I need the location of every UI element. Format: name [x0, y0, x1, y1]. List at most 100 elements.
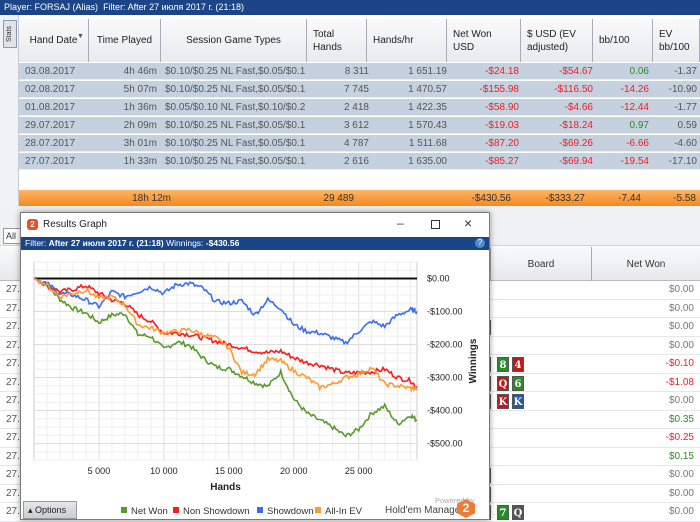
board-card: Q: [497, 375, 509, 391]
minimize-icon[interactable]: –: [397, 216, 404, 230]
legend-swatch: [121, 507, 127, 513]
table-cell: -$155.98: [479, 84, 519, 95]
table-cell: 2h 09m: [123, 120, 157, 131]
table-cell: 1h 36m: [123, 102, 157, 113]
table-row[interactable]: 27.07.2017 1h 33m $0.10/$0.25 NL Fast,$0.0…: [19, 153, 700, 170]
hand-date: 27.: [6, 376, 20, 388]
table-cell: -10.90: [668, 84, 697, 95]
filter-label: Filter:: [103, 2, 126, 12]
hand-date: 27.: [6, 413, 20, 425]
hand-date: 27.: [6, 284, 20, 295]
board-column-header[interactable]: Board: [490, 247, 592, 281]
table-row[interactable]: 28.07.2017 3h 01m $0.10/$0.25 NL Fast,$0.0…: [19, 135, 700, 152]
table-cell: 28.07.2017: [25, 138, 76, 149]
x-tick-label: 25 000: [345, 466, 373, 476]
total-time: 18h 12m: [132, 193, 171, 204]
winnings-label: Winnings:: [166, 238, 204, 248]
sessions-table: Hand Date Time Played Session Game Types To…: [19, 19, 700, 209]
table-cell: 02.08.2017: [25, 84, 76, 95]
table-cell: 8 311: [344, 66, 369, 77]
sort-desc-icon: ▼: [77, 33, 84, 40]
left-strip: [0, 15, 19, 230]
table-row[interactable]: 01.08.2017 1h 36m $0.05/$0.10 NL Fast,$0.1…: [19, 99, 700, 116]
column-header[interactable]: Net Won USD: [447, 19, 521, 62]
graph-filter-bar: Filter: After 27 июля 2017 г. (21:18) Wi…: [21, 237, 489, 250]
table-cell: 03.08.2017: [25, 66, 76, 77]
table-cell: 1 470.57: [408, 84, 447, 95]
player-label: Player:: [4, 2, 33, 12]
maximize-icon[interactable]: [431, 220, 440, 229]
table-cell: -$4.66: [564, 102, 593, 113]
board-card: K: [512, 394, 524, 409]
table-cell: 3h 01m: [123, 138, 157, 149]
table-cell: 27.07.2017: [25, 156, 76, 167]
hand-net-won: $0.00: [668, 302, 694, 314]
options-button[interactable]: ▴ Options: [23, 501, 77, 519]
table-cell: -14.26: [620, 84, 649, 95]
hand-net-won: $0.00: [668, 339, 694, 351]
table-row[interactable]: 03.08.2017 4h 46m $0.10/$0.25 NL Fast,$0.0…: [19, 63, 700, 80]
series-line-showdown: [33, 277, 418, 346]
legend-swatch: [315, 507, 321, 513]
table-cell: 1 511.68: [408, 138, 447, 149]
total-ev: -$333.27: [545, 193, 585, 204]
column-header[interactable]: Hand Date: [19, 19, 89, 62]
table-cell: 4h 46m: [123, 66, 157, 77]
all-filter-button[interactable]: All: [3, 228, 21, 244]
table-cell: 1 422.35: [408, 102, 447, 113]
table-cell: -1.37: [674, 66, 697, 77]
hand-date: 27.: [6, 450, 20, 462]
hand-date: 27.: [6, 321, 20, 332]
hand-date: 27.: [6, 506, 20, 517]
hand-date: 27.: [6, 432, 20, 443]
table-cell: 2 616: [343, 156, 369, 167]
table-cell: -$85.27: [485, 156, 519, 167]
y-axis-label: Winnings: [468, 338, 479, 383]
results-graph-window: 2 Results Graph – × Filter: After 27 июл…: [20, 212, 490, 520]
board-card: K: [497, 394, 509, 409]
hand-net-won: -$0.10: [665, 358, 694, 369]
table-row[interactable]: 02.08.2017 5h 07m $0.10/$0.25 NL Fast,$0.0…: [19, 81, 700, 98]
table-cell: -$87.20: [485, 138, 519, 149]
column-header[interactable]: Total Hands: [307, 19, 367, 62]
hand-net-won: $0.00: [668, 284, 694, 295]
column-header[interactable]: Time Played: [89, 19, 161, 62]
table-row[interactable]: 29.07.2017 2h 09m $0.10/$0.25 NL Fast,$0.0…: [19, 117, 700, 134]
net-won-column-header[interactable]: Net Won: [626, 259, 666, 270]
table-cell: -$54.67: [559, 66, 593, 77]
hand-net-won: $0.00: [668, 469, 694, 480]
y-tick-label: -$100.00: [427, 307, 463, 317]
hand-net-won: $0.00: [668, 506, 694, 517]
close-icon[interactable]: ×: [464, 215, 473, 231]
legend-label: All-In EV: [325, 506, 362, 517]
column-header[interactable]: EV bb/100: [653, 19, 700, 62]
player-name: FORSAJ (Alias): [34, 2, 99, 12]
column-header[interactable]: Hands/hr: [367, 19, 447, 62]
brand-name: Hold'em Manager: [385, 505, 464, 516]
column-header[interactable]: $ USD (EV adjusted): [521, 19, 593, 62]
legend-item[interactable]: Net Won: [121, 506, 168, 517]
legend-label: Net Won: [131, 506, 168, 517]
hand-date: 27.: [6, 339, 20, 351]
totals-row: 18h 12m 29 489 -$430.56 -$333.27 -7.44 -…: [19, 190, 700, 206]
x-tick-label: 20 000: [280, 466, 308, 476]
legend-item[interactable]: Showdown: [257, 506, 313, 517]
total-hands: 29 489: [323, 193, 354, 204]
table-cell: $0.10/$0.25 NL Fast,$0.05/$0.10: [165, 66, 305, 77]
table-cell: -$18.24: [559, 120, 593, 131]
column-header[interactable]: bb/100: [593, 19, 653, 62]
results-chart: 5 000 10 000 15 000 20 000 25 000 $0.00 -$100.…: [33, 261, 479, 493]
table-cell: -1.77: [674, 102, 697, 113]
table-cell: -6.66: [626, 138, 649, 149]
caret-up-icon: ▴: [28, 505, 33, 515]
stats-tab[interactable]: Stats: [3, 20, 17, 48]
legend-item[interactable]: All-In EV: [315, 506, 362, 517]
hand-date: 27.: [6, 487, 20, 499]
column-header[interactable]: Session Game Types: [161, 19, 307, 62]
y-tick-label: $0.00: [427, 274, 450, 284]
table-cell: -19.54: [620, 156, 649, 167]
legend-item[interactable]: Non Showdown: [173, 506, 250, 517]
help-icon[interactable]: ?: [475, 238, 485, 248]
table-cell: 4 787: [343, 138, 369, 149]
total-evbb: -5.58: [673, 193, 696, 204]
